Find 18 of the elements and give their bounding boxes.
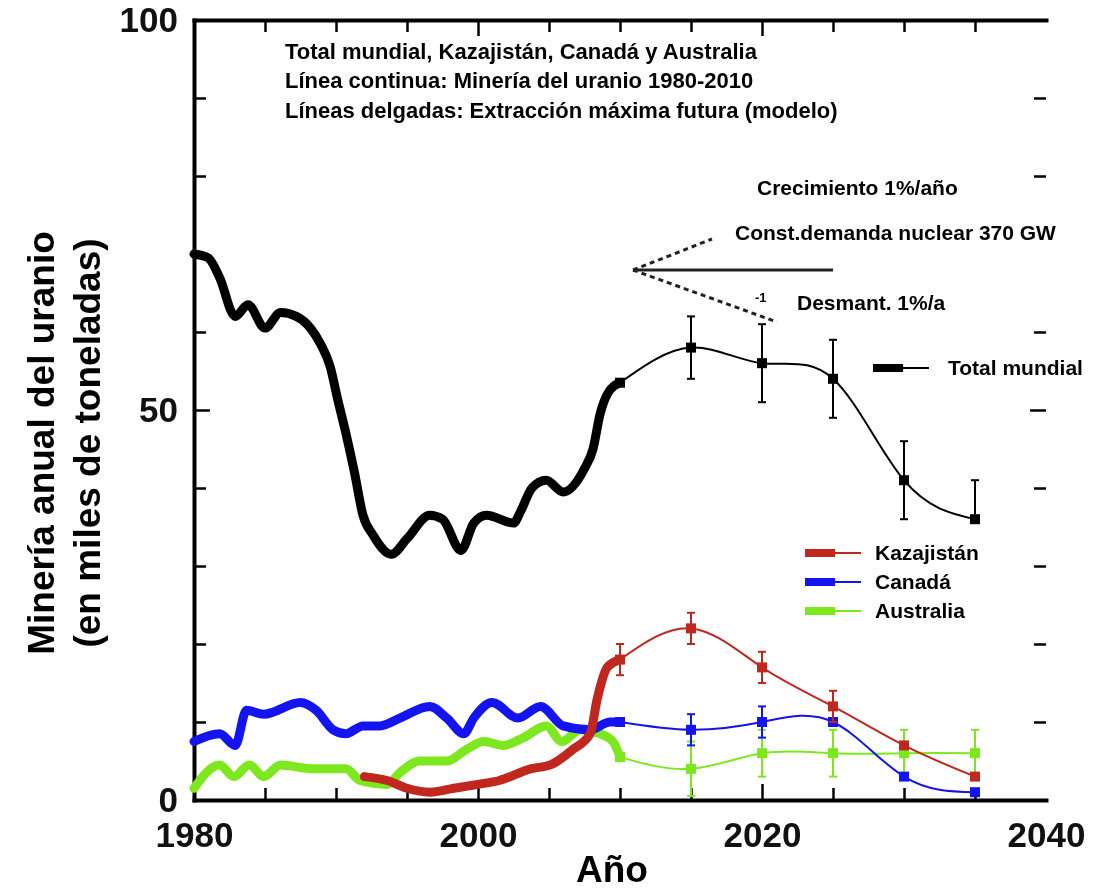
x-tick-label: 2020 <box>723 814 802 854</box>
legend-label: Australia <box>875 599 966 622</box>
annotation: Línea continua: Minería del uranio 1980-2010 <box>285 68 754 93</box>
annotation: Const.demanda nuclear 370 GW <box>735 221 1057 244</box>
x-tick-label: 2040 <box>1007 814 1086 854</box>
y-tick-label: 50 <box>139 389 178 429</box>
x-tick-label: 2000 <box>439 814 518 854</box>
text: Total mundial, Kazajistán, Canadá y Australia <box>285 39 758 64</box>
annotation: Líneas delgadas: Extracción máxima futura (modelo) <box>285 98 838 123</box>
legend-label: Kazajistán <box>875 541 979 564</box>
y-tick-label: 100 <box>119 0 178 39</box>
legend-label: Canadá <box>875 570 952 593</box>
legend-label: Total mundial <box>948 356 1083 379</box>
x-axis-title: Año <box>576 849 648 888</box>
annotation: Crecimiento 1%/año <box>757 176 958 199</box>
annotation: -1 <box>755 290 767 305</box>
y-axis-title: Minería anual del uranio (en miles de toneladas) <box>21 231 108 655</box>
annotation: Desmant. 1%/a <box>797 291 946 314</box>
